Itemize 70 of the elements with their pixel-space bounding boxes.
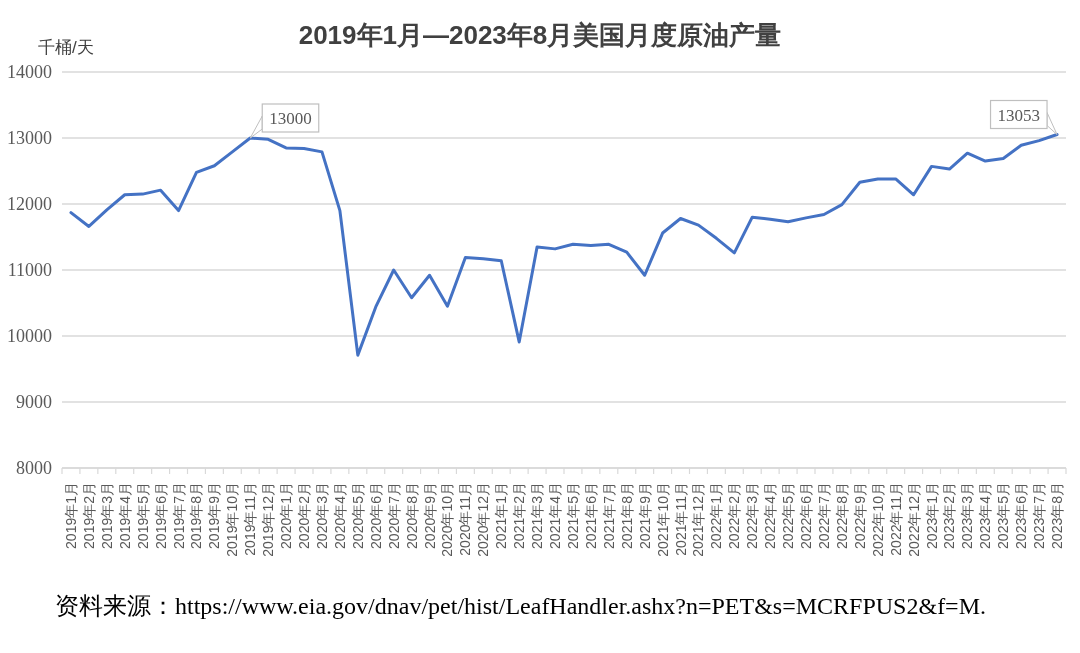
x-tick-label: 2021年7月 [600, 482, 617, 549]
x-tick-label: 2023年3月 [959, 482, 976, 549]
x-tick-label: 2023年2月 [941, 482, 958, 549]
x-tick-label: 2023年7月 [1031, 482, 1048, 549]
x-tick-label: 2022年6月 [798, 482, 815, 549]
x-tick-label: 2021年5月 [564, 482, 581, 549]
x-tick-label: 2021年3月 [529, 482, 546, 549]
x-tick-label: 2022年7月 [815, 482, 832, 549]
y-tick-label: 13000 [7, 128, 52, 148]
x-tick-label: 2022年8月 [833, 482, 850, 549]
x-tick-label: 2021年8月 [618, 482, 635, 549]
x-tick-label: 2023年6月 [1013, 482, 1030, 549]
x-tick-label: 2021年9月 [636, 482, 653, 549]
x-tick-label: 2021年10月 [654, 482, 671, 557]
chart-title: 2019年1月—2023年8月美国月度原油产量 [298, 20, 782, 50]
x-tick-label: 2019年5月 [134, 482, 151, 549]
x-tick-label: 2021年1月 [493, 482, 510, 549]
x-tick-label: 2020年10月 [439, 482, 456, 557]
x-tick-label: 2019年4月 [116, 482, 133, 549]
x-tick-label: 2022年5月 [780, 482, 797, 549]
x-tick-label: 2022年3月 [744, 482, 761, 549]
x-tick-label: 2022年1月 [708, 482, 725, 549]
x-tick-label: 2020年12月 [475, 482, 492, 557]
data-label: 13000 [269, 109, 312, 128]
x-tick-label: 2020年11月 [457, 482, 474, 556]
y-tick-label: 11000 [7, 260, 52, 280]
x-tick-label: 2019年8月 [188, 482, 205, 549]
x-tick-label: 2019年1月 [62, 482, 79, 549]
x-tick-label: 2020年9月 [421, 482, 438, 549]
x-tick-label: 2022年10月 [869, 482, 886, 557]
x-tick-label: 2020年1月 [278, 482, 295, 549]
x-tick-label: 2020年7月 [385, 482, 402, 549]
x-tick-label: 2022年11月 [887, 482, 904, 556]
value-label: 13053 [989, 99, 1058, 135]
x-tick-label: 2021年2月 [511, 482, 528, 549]
x-tick-label: 2019年6月 [152, 482, 169, 549]
x-tick-label: 2021年11月 [672, 482, 689, 556]
x-tick-label: 2019年12月 [260, 482, 277, 557]
x-tick-label: 2019年9月 [206, 482, 223, 549]
x-tick-label: 2022年9月 [851, 482, 868, 549]
x-tick-label: 2019年10月 [224, 482, 241, 557]
x-tick-label: 2020年8月 [403, 482, 420, 549]
x-tick-label: 2021年6月 [582, 482, 599, 549]
y-tick-label: 8000 [16, 458, 52, 478]
x-tick-label: 2019年11月 [242, 482, 259, 556]
x-tick-label: 2023年4月 [977, 482, 994, 549]
x-tick-label: 2022年4月 [762, 482, 779, 549]
x-tick-label: 2020年4月 [331, 482, 348, 549]
data-label: 13053 [997, 105, 1041, 125]
x-tick-label: 2023年1月 [923, 482, 940, 549]
x-tick-label: 2019年2月 [80, 482, 97, 549]
x-tick-label: 2021年4月 [547, 482, 564, 549]
x-tick-label: 2019年3月 [98, 482, 115, 549]
x-tick-label: 2019年7月 [170, 482, 187, 549]
x-tick-label: 2020年6月 [367, 482, 384, 549]
x-tick-label: 2020年5月 [349, 482, 366, 549]
x-tick-label: 2023年5月 [995, 482, 1012, 549]
x-tick-label: 2021年12月 [690, 482, 707, 557]
y-tick-label: 10000 [7, 326, 52, 346]
x-tick-label: 2020年2月 [296, 482, 313, 549]
x-tick-label: 2020年3月 [313, 482, 330, 549]
x-tick-label: 2022年2月 [726, 482, 743, 549]
value-label: 13000 [249, 103, 320, 139]
text: 资料来源：https://www.eia.gov/dnav/pet/hist/LeafHandler.ashx?n=PET&s=MCRFPUS2&f=M. [55, 593, 986, 619]
y-tick-label: 14000 [7, 62, 52, 82]
x-tick-label: 2022年12月 [905, 482, 922, 557]
y-tick-label: 9000 [16, 392, 52, 412]
x-tick-label: 2023年8月 [1049, 482, 1066, 549]
y-tick-label: 12000 [7, 194, 52, 214]
y-axis-title: 千桶/天 [38, 38, 94, 57]
